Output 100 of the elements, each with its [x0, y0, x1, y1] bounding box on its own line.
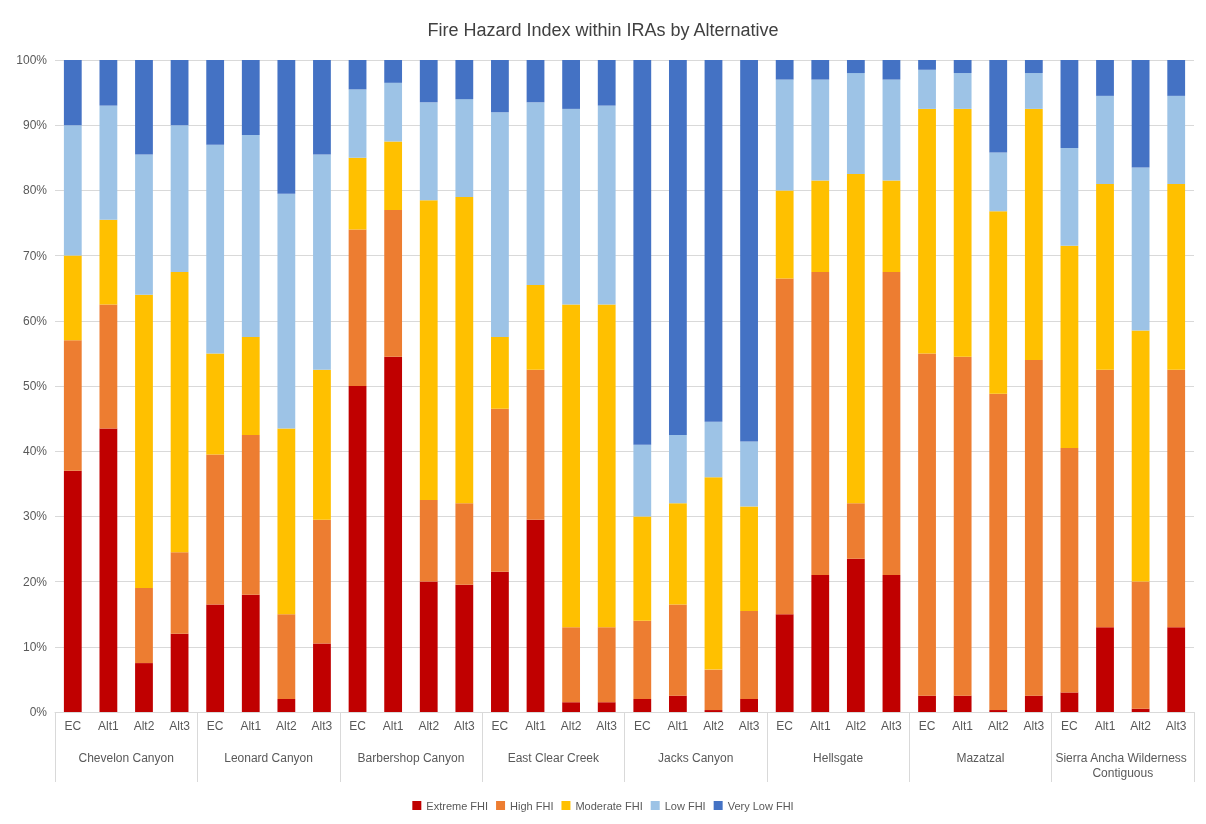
bar	[1131, 167, 1150, 331]
bar	[99, 304, 118, 429]
bar	[455, 196, 474, 504]
bar	[562, 60, 581, 109]
bar	[277, 428, 296, 615]
bar	[526, 369, 545, 520]
text: Jacks Canyon	[658, 750, 734, 765]
text: East Clear Creek	[507, 750, 600, 765]
bar	[206, 60, 225, 145]
y-tick-label: 40%	[22, 444, 48, 459]
bar	[597, 702, 616, 712]
bar	[63, 60, 82, 126]
bar	[953, 60, 972, 74]
bar	[99, 428, 118, 712]
x-tick-label: Alt1	[1094, 719, 1116, 733]
bar	[918, 69, 936, 109]
bar	[1131, 581, 1150, 709]
bar	[313, 60, 331, 155]
chart-title: Fire Hazard Index within IRAs by Alternative	[427, 20, 779, 40]
bar	[668, 604, 687, 696]
bar	[704, 669, 723, 711]
bar	[775, 190, 794, 279]
bar	[135, 294, 153, 589]
text: Hellsgate	[813, 750, 864, 765]
bar	[704, 421, 723, 478]
bar	[1096, 369, 1114, 628]
bar	[491, 337, 509, 409]
bar	[846, 73, 865, 175]
bar	[241, 434, 260, 595]
bar	[63, 255, 82, 341]
x-tick-label: Alt2	[133, 719, 155, 733]
bar	[1096, 95, 1114, 184]
bar	[313, 519, 331, 644]
x-tick-label: Alt1	[98, 719, 120, 733]
bar	[491, 408, 509, 572]
bar	[241, 594, 260, 712]
bar	[989, 211, 1008, 394]
x-tick-label: Alt2	[987, 719, 1009, 733]
x-tick-label: Alt2	[276, 719, 298, 733]
bar	[491, 571, 509, 712]
bar	[668, 60, 687, 435]
bar	[846, 174, 865, 504]
bar	[953, 695, 972, 712]
bar	[846, 503, 865, 559]
bar	[562, 702, 581, 712]
x-tick-label: Alt1	[382, 719, 404, 733]
bar	[455, 99, 474, 197]
bar	[526, 60, 545, 103]
bar	[348, 60, 367, 90]
bar	[633, 698, 652, 712]
x-tick-label: Alt3	[596, 719, 618, 733]
bar	[740, 441, 758, 507]
bar	[1060, 60, 1079, 149]
bar	[206, 144, 225, 354]
bar	[206, 353, 225, 455]
bar	[704, 477, 723, 670]
text: Leonard Canyon	[224, 750, 313, 765]
x-tick-label: Alt2	[703, 719, 725, 733]
bar	[633, 516, 652, 621]
bar	[668, 434, 687, 504]
x-tick-label: Alt2	[1130, 719, 1152, 733]
bar	[63, 470, 82, 712]
bar	[170, 633, 189, 712]
bar	[170, 271, 189, 553]
bar	[384, 209, 403, 357]
x-tick-label: Alt1	[667, 719, 689, 733]
bar	[811, 271, 830, 576]
bar	[170, 125, 189, 272]
bar	[1131, 60, 1150, 168]
bar	[1024, 60, 1043, 74]
bar	[918, 353, 936, 696]
bar	[384, 60, 403, 83]
bar	[135, 663, 153, 712]
y-tick-label: 20%	[22, 574, 48, 589]
bar	[633, 620, 652, 699]
bar	[1131, 330, 1150, 582]
bar	[313, 369, 331, 520]
bar	[135, 154, 153, 295]
y-tick-label: 100%	[16, 53, 48, 67]
text: Barbershop Canyon	[357, 750, 465, 765]
bar	[455, 503, 474, 585]
bar	[740, 610, 758, 699]
bar	[562, 627, 581, 703]
bar	[1096, 627, 1114, 712]
bar	[775, 614, 794, 712]
bar	[953, 108, 972, 357]
bar	[1060, 692, 1079, 712]
bar	[633, 444, 652, 517]
bar	[348, 386, 367, 712]
bar	[419, 102, 438, 201]
bar	[419, 581, 438, 712]
x-tick-label: Alt2	[845, 719, 867, 733]
bar	[989, 152, 1008, 212]
bar	[170, 552, 189, 634]
text: Sierra Ancha Wilderness Contiguous	[1055, 750, 1191, 780]
y-tick-label: 80%	[22, 183, 48, 198]
bar	[419, 500, 438, 582]
bar	[811, 60, 830, 80]
text: Chevelon Canyon	[78, 750, 174, 765]
y-tick-label: 30%	[22, 509, 48, 524]
